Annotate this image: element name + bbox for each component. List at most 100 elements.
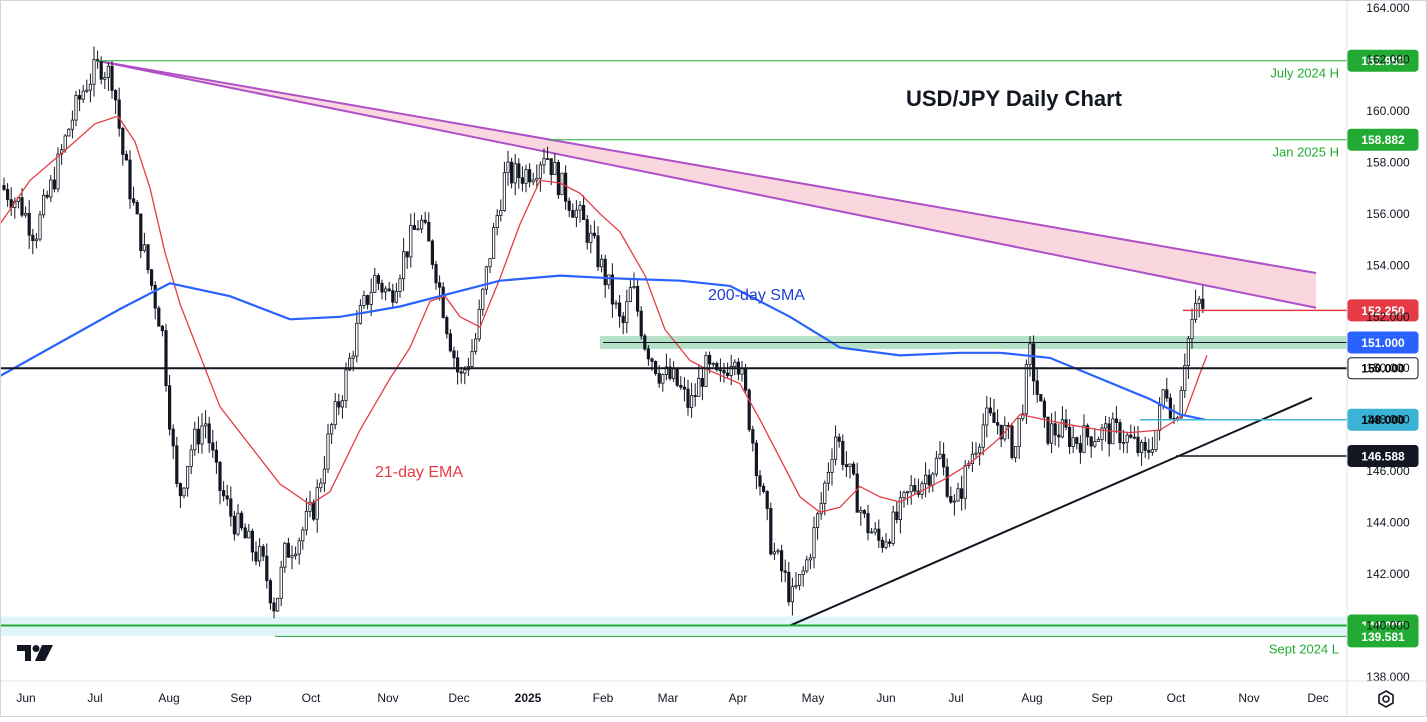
candle-body	[297, 540, 301, 555]
candle-body	[567, 200, 571, 211]
candle-body	[711, 363, 715, 365]
candle-body	[211, 442, 215, 451]
candle-body	[1024, 364, 1028, 415]
candle-body	[103, 77, 107, 80]
candle-body	[1086, 425, 1090, 438]
candle-body	[405, 251, 409, 258]
candle-body	[207, 423, 211, 444]
candle-body	[956, 488, 960, 502]
candle-body	[772, 551, 777, 555]
y-tick-label: 154.000	[1366, 258, 1410, 272]
candle-body	[99, 60, 103, 80]
candle-body	[229, 498, 233, 517]
x-tick-label: May	[802, 691, 825, 705]
candle-body	[1136, 436, 1140, 453]
candle-body	[157, 307, 161, 327]
candle-body	[542, 158, 546, 166]
candle-body	[139, 213, 143, 251]
candle-body	[999, 424, 1003, 440]
candle-body	[513, 163, 517, 184]
price-badge-text: 151.000	[1361, 336, 1405, 350]
candle-body	[664, 366, 669, 375]
candle-body	[178, 483, 182, 497]
price-badge	[1347, 445, 1419, 468]
y-tick-label: 146.000	[1366, 464, 1410, 478]
candle-body	[578, 205, 582, 211]
price-level-label: July 2024 H	[1270, 66, 1339, 81]
candle-body	[531, 179, 535, 183]
candle-body	[1096, 439, 1100, 442]
candle-body	[718, 369, 723, 372]
candle-body	[434, 264, 438, 284]
candle-body	[1190, 318, 1194, 340]
candle-body	[1201, 298, 1205, 309]
candle-body	[2, 185, 6, 190]
candle-body	[841, 440, 845, 465]
candle-body	[978, 446, 982, 454]
candle-body	[78, 95, 82, 100]
candle-body	[452, 350, 456, 359]
candle-body	[816, 513, 820, 528]
candle-body	[481, 288, 485, 310]
y-tick-label: 160.000	[1366, 104, 1410, 118]
candle-body	[952, 500, 957, 503]
candle-body	[1186, 338, 1190, 367]
candle-body	[261, 546, 265, 557]
candle-body	[376, 275, 381, 284]
candle-body	[855, 473, 859, 513]
candle-body	[884, 541, 888, 548]
candle-body	[171, 428, 175, 447]
candle-body	[1078, 443, 1082, 453]
candle-body	[34, 238, 39, 242]
candle-body	[164, 330, 168, 387]
tradingview-logo-icon	[17, 645, 53, 661]
candle-body	[88, 83, 92, 91]
candle-body	[470, 350, 474, 367]
candle-body	[1021, 413, 1025, 419]
candle-body	[582, 205, 586, 221]
candle-body	[1028, 343, 1032, 366]
y-tick-label: 148.000	[1366, 413, 1410, 427]
candle-body	[798, 574, 802, 586]
candle-body	[236, 512, 240, 535]
y-tick-label: 144.000	[1366, 516, 1410, 530]
candle-body	[657, 373, 661, 384]
candle-body	[1053, 423, 1057, 436]
candle-body	[286, 542, 291, 558]
candle-body	[733, 361, 737, 367]
candle-body	[455, 357, 460, 373]
candle-body	[365, 295, 370, 305]
candle-body	[85, 89, 89, 92]
candle-body	[1093, 441, 1097, 447]
candle-body	[373, 275, 377, 293]
candle-body	[167, 385, 172, 430]
candle-body	[556, 161, 561, 196]
y-tick-label: 138.000	[1366, 670, 1410, 684]
candle-body	[491, 227, 496, 259]
y-tick-label: 142.000	[1366, 567, 1410, 581]
candle-body	[110, 65, 114, 91]
candle-body	[726, 372, 730, 377]
gear-icon[interactable]	[1378, 690, 1394, 708]
candle-body	[495, 215, 499, 228]
candle-body	[834, 436, 838, 460]
y-tick-label: 150.000	[1366, 361, 1410, 375]
candle-body	[862, 510, 867, 514]
x-tick-label: Jul	[948, 691, 963, 705]
candle-body	[528, 169, 532, 183]
candle-body	[437, 282, 442, 288]
candle-body	[488, 258, 492, 268]
candle-body	[218, 461, 222, 491]
candle-body	[441, 286, 445, 318]
candle-body	[690, 395, 694, 408]
candle-body	[203, 423, 208, 427]
candle-body	[974, 452, 978, 455]
candle-body	[308, 501, 312, 512]
candle-body	[1075, 437, 1079, 444]
candle-body	[247, 530, 251, 539]
candle-body	[906, 491, 910, 494]
candle-body	[848, 463, 852, 468]
candle-body	[924, 474, 928, 485]
candle-body	[239, 512, 244, 529]
x-tick-label: Apr	[729, 691, 748, 705]
